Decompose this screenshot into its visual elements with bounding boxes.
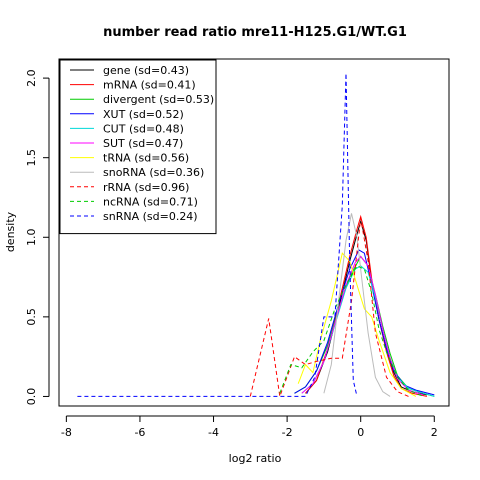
x-tick-label: -2 [282, 426, 293, 439]
legend-label: gene (sd=0.43) [103, 64, 189, 77]
legend-label: mRNA (sd=0.41) [103, 79, 196, 92]
series-line-7 [323, 213, 391, 397]
x-tick-label: -8 [61, 426, 72, 439]
series-line-10 [77, 73, 358, 397]
legend-label: tRNA (sd=0.56) [103, 152, 189, 165]
legend-label: divergent (sd=0.53) [103, 93, 214, 106]
x-tick-label: 0 [357, 426, 364, 439]
series-curves [77, 73, 435, 397]
plot-frame [58, 58, 450, 407]
x-tick-label: 2 [431, 426, 438, 439]
legend-label: snoRNA (sd=0.36) [103, 166, 204, 179]
legend-label: rRNA (sd=0.96) [103, 181, 189, 194]
legend: gene (sd=0.43) mRNA (sd=0.41)divergent (s… [59, 59, 217, 235]
y-tick-label: 1.5 [25, 149, 38, 167]
chart-title: number read ratio mre11-H125.G1/WT.G1 [103, 25, 407, 40]
legend-label: snRNA (sd=0.24) [103, 210, 198, 223]
y-tick-label: 1.0 [25, 229, 38, 247]
y-axis-label: density [4, 211, 17, 252]
y-tick-label: 0.5 [25, 308, 38, 326]
series-line-8 [249, 218, 409, 397]
legend-box [59, 59, 217, 235]
x-tick-label: -4 [208, 426, 219, 439]
x-axis-label: log2 ratio [229, 452, 282, 465]
legend-label: CUT (sd=0.48) [103, 122, 184, 135]
x-tick-label: -6 [134, 426, 145, 439]
legend-label: SUT (sd=0.47) [103, 137, 183, 150]
series-line-6 [297, 252, 417, 397]
series-line-5 [301, 255, 424, 396]
series-line-2 [294, 255, 435, 397]
axes: -8 -6 -4 -2 0 2 0.0 0.5 1.0 1.5 2.0 [25, 69, 438, 439]
y-tick-label: 2.0 [25, 69, 38, 87]
legend-label: ncRNA (sd=0.71) [103, 195, 198, 208]
legend-label: XUT (sd=0.52) [103, 108, 184, 121]
y-tick-label: 0.0 [25, 388, 38, 406]
